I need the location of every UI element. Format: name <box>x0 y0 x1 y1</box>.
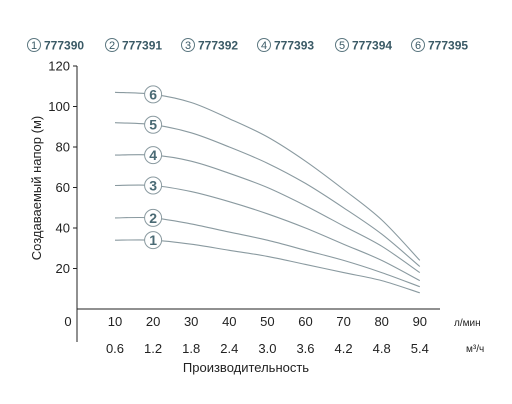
x2-tick-label: 3.0 <box>258 341 276 356</box>
curve-number-3: 3 <box>149 177 157 193</box>
x-tick-label: 70 <box>336 314 350 329</box>
curve-series-1 <box>114 239 420 294</box>
legend-label-6: 777395 <box>428 39 468 53</box>
y-tick-label: 120 <box>48 59 70 74</box>
legend-label-1: 777390 <box>44 39 84 53</box>
legend-number-3: 3 <box>185 40 191 52</box>
x-tick-label: 0 <box>64 314 71 329</box>
x2-tick-label: 0.6 <box>106 341 124 356</box>
curve-marker-3 <box>144 176 163 195</box>
legend-label-3: 777392 <box>198 39 238 53</box>
x2-tick-label: 4.8 <box>373 341 391 356</box>
x-tick-label: 80 <box>374 314 388 329</box>
x2-tick-label: 2.4 <box>220 341 238 356</box>
curve-series-6 <box>114 91 421 261</box>
curve-marker-2 <box>144 208 163 227</box>
curve-number-1: 1 <box>149 232 157 248</box>
legend-marker-1 <box>27 38 41 52</box>
legend-marker-2 <box>105 38 119 52</box>
x-tick-label: 50 <box>260 314 274 329</box>
curve-marker-4 <box>144 146 163 165</box>
axes: 20 40 60 80 100 120 0 10 20 30 40 50 60 70 80 90 л/мин 0.… <box>29 59 484 376</box>
x-unit-label: л/мин <box>454 318 481 329</box>
curves <box>114 91 421 294</box>
x2-tick-label: 3.6 <box>296 341 314 356</box>
curve-number-6: 6 <box>149 86 157 102</box>
legend-number-2: 2 <box>109 40 115 52</box>
legend-marker-5 <box>335 38 349 52</box>
legend-number-1: 1 <box>31 40 37 52</box>
curve-series-5 <box>114 122 421 267</box>
curve-number-5: 5 <box>149 117 157 133</box>
x-axis-title: Производительность <box>183 360 309 375</box>
y-tick-label: 60 <box>56 180 70 195</box>
y-tick-label: 20 <box>56 261 70 276</box>
curve-number-4: 4 <box>149 147 157 163</box>
y-axis-title: Создаваемый напор (м) <box>29 116 44 260</box>
curve-series-2 <box>114 216 420 288</box>
x2-tick-label: 4.2 <box>335 341 353 356</box>
curve-marker-6 <box>144 85 163 104</box>
legend-number-5: 5 <box>339 40 345 52</box>
x-tick-label: 60 <box>298 314 312 329</box>
y-tick-label: 100 <box>48 99 70 114</box>
legend-label-4: 777393 <box>274 39 314 53</box>
legend-marker-6 <box>411 38 425 52</box>
curve-number-2: 2 <box>149 210 157 226</box>
x-tick-label: 40 <box>222 314 236 329</box>
y-tick-label: 40 <box>56 221 70 236</box>
x2-unit-label: м³/ч <box>466 344 484 355</box>
x-tick-label: 10 <box>108 314 122 329</box>
curve-series-3 <box>114 184 421 282</box>
legend-marker-3 <box>181 38 195 52</box>
legend-label-2: 777391 <box>122 39 162 53</box>
legend-label-5: 777394 <box>352 39 392 53</box>
legend-number-4: 4 <box>261 40 267 52</box>
y-tick-label: 80 <box>56 140 70 155</box>
x2-tick-label: 1.8 <box>182 341 200 356</box>
labels: 1 2 3 4 5 6 <box>144 85 163 250</box>
legend: 1 777390 2 777391 3 777392 4 777393 5 777394 6 7773… <box>27 38 468 53</box>
x-tick-label: 30 <box>184 314 198 329</box>
curve-marker-1 <box>144 231 163 250</box>
x-tick-label: 20 <box>146 314 160 329</box>
x2-tick-label: 5.4 <box>411 341 429 356</box>
curve-series-4 <box>114 154 421 274</box>
legend-number-6: 6 <box>415 40 421 52</box>
x2-tick-label: 1.2 <box>144 341 162 356</box>
curve-marker-5 <box>144 115 163 134</box>
legend-marker-4 <box>257 38 271 52</box>
x-tick-label: 90 <box>413 314 427 329</box>
